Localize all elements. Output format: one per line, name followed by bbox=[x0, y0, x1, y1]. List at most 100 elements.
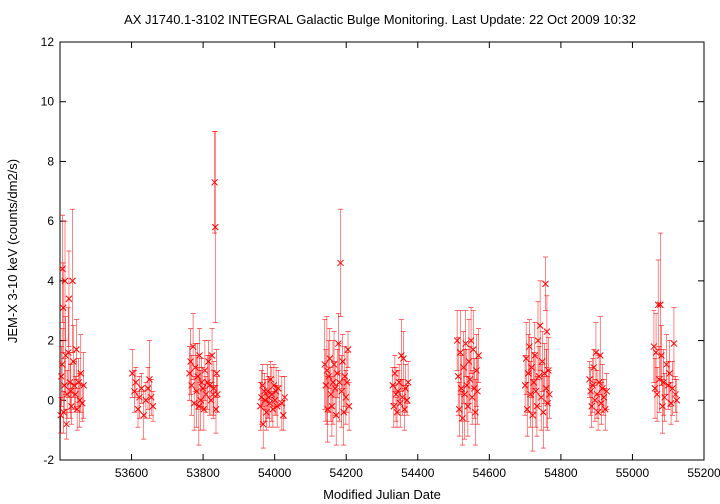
data-point bbox=[328, 376, 336, 437]
data-point bbox=[281, 376, 289, 419]
data-point bbox=[400, 331, 407, 386]
data-point bbox=[58, 346, 65, 407]
data-point bbox=[453, 310, 461, 371]
data-point bbox=[63, 408, 70, 440]
x-tick: 55000 bbox=[616, 42, 650, 480]
x-tick-label: 54200 bbox=[330, 466, 364, 480]
x-tick-label: 55200 bbox=[687, 466, 720, 480]
data-point bbox=[592, 322, 600, 383]
data-point bbox=[475, 328, 482, 383]
data-point bbox=[603, 373, 611, 410]
y-tick-label: 10 bbox=[41, 95, 55, 109]
data-point bbox=[404, 361, 412, 404]
data-point bbox=[80, 352, 87, 419]
plot-frame bbox=[59, 41, 705, 461]
y-tick-label: 0 bbox=[47, 393, 54, 407]
y-tick: 2 bbox=[47, 334, 704, 348]
data-point bbox=[342, 370, 350, 425]
x-tick-label: 53800 bbox=[186, 466, 220, 480]
data-point bbox=[187, 328, 194, 395]
data-point bbox=[73, 319, 80, 380]
data-point bbox=[260, 373, 268, 410]
data-point bbox=[597, 382, 605, 425]
x-tick: 54600 bbox=[473, 42, 506, 480]
data-point bbox=[326, 328, 334, 389]
data-point bbox=[202, 376, 210, 413]
x-tick: 53800 bbox=[186, 42, 220, 480]
data-point bbox=[69, 208, 76, 353]
data-point bbox=[656, 232, 664, 377]
data-point bbox=[652, 313, 660, 392]
x-axis-label: Modified Julian Date bbox=[323, 487, 441, 502]
data-point bbox=[70, 361, 78, 410]
data-point bbox=[330, 331, 338, 398]
x-tick: 54000 bbox=[258, 42, 292, 480]
data-point bbox=[78, 385, 86, 422]
data-point bbox=[198, 358, 206, 407]
data-point bbox=[523, 382, 531, 437]
data-point bbox=[586, 361, 593, 398]
data-point bbox=[532, 355, 540, 428]
x-tick-label: 55000 bbox=[616, 466, 650, 480]
x-tick: 54800 bbox=[544, 42, 578, 480]
data-point bbox=[259, 399, 267, 449]
data-point bbox=[274, 370, 282, 407]
data-point bbox=[670, 307, 678, 380]
x-tick-label: 54800 bbox=[544, 466, 578, 480]
data-point bbox=[201, 340, 209, 401]
data-point bbox=[59, 214, 66, 323]
data-point bbox=[540, 376, 547, 449]
data-point bbox=[672, 376, 679, 413]
y-tick-label: 8 bbox=[47, 154, 54, 168]
y-tick: -2 bbox=[43, 453, 704, 467]
data-point bbox=[661, 373, 668, 422]
data-point bbox=[345, 382, 353, 431]
y-tick-label: 2 bbox=[47, 334, 54, 348]
y-tick: 4 bbox=[47, 274, 704, 288]
data-point bbox=[205, 340, 212, 383]
x-tick: 53600 bbox=[115, 42, 149, 480]
data-point bbox=[546, 370, 553, 419]
data-point bbox=[258, 370, 265, 425]
y-tick-label: 4 bbox=[47, 274, 54, 288]
data-point bbox=[596, 316, 604, 395]
x-tick-label: 54400 bbox=[401, 466, 435, 480]
data-point bbox=[278, 376, 286, 431]
y-tick: 12 bbox=[41, 35, 704, 49]
x-axis: 53600 53800 54000 54200 54400 54600 54800 55000… bbox=[115, 42, 720, 480]
data-point bbox=[134, 391, 142, 428]
data-point bbox=[536, 280, 544, 371]
x-tick-label: 53600 bbox=[115, 466, 149, 480]
data-point bbox=[344, 331, 352, 368]
data-point bbox=[660, 349, 667, 416]
data-point bbox=[401, 388, 408, 431]
data-point bbox=[337, 208, 344, 317]
data-point bbox=[65, 250, 73, 347]
data-point bbox=[669, 361, 676, 416]
x-tick: 55200 bbox=[687, 42, 720, 480]
y-tick-label: -2 bbox=[43, 453, 54, 467]
data-point bbox=[666, 340, 674, 407]
data-point bbox=[190, 376, 198, 431]
y-tick: 10 bbox=[41, 95, 704, 109]
data-point bbox=[213, 349, 221, 398]
x-tick: 54200 bbox=[330, 42, 364, 480]
data-point bbox=[73, 388, 81, 431]
data-point bbox=[664, 361, 672, 410]
data-point bbox=[132, 367, 140, 398]
y-tick: 8 bbox=[47, 154, 704, 168]
x-tick: 54400 bbox=[401, 42, 435, 480]
x-tick-label: 54000 bbox=[258, 466, 292, 480]
data-point bbox=[456, 310, 464, 395]
data-point bbox=[332, 385, 340, 446]
data-point bbox=[211, 131, 218, 234]
y-tick-label: 12 bbox=[41, 35, 55, 49]
y-axis-label: JEM-X 3-10 keV (counts/dm2/s) bbox=[5, 159, 20, 343]
y-tick: 6 bbox=[47, 214, 704, 228]
data-point bbox=[279, 399, 287, 431]
data-point bbox=[459, 391, 466, 446]
data-point bbox=[59, 262, 67, 353]
data-point bbox=[391, 355, 399, 392]
data-point bbox=[543, 295, 551, 368]
